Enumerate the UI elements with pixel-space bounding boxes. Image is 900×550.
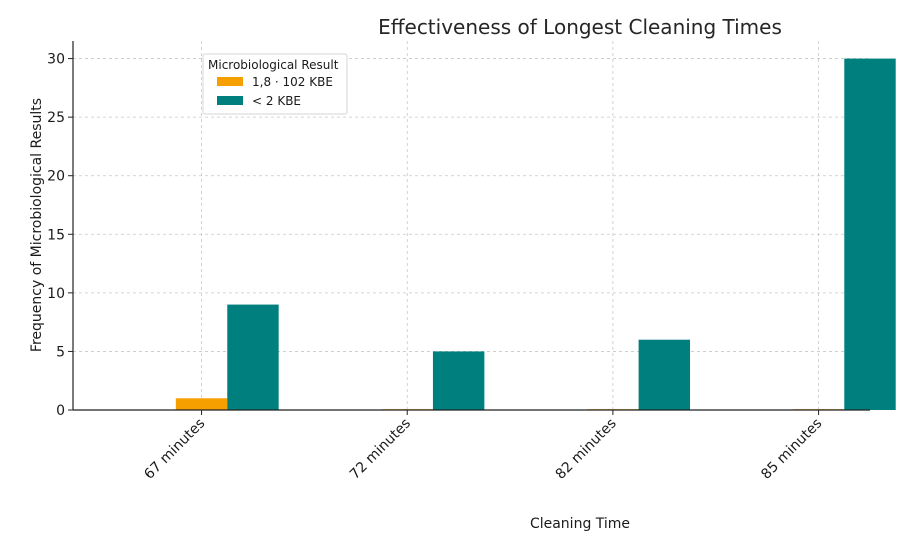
- y-tick-label: 20: [47, 169, 65, 185]
- x-tick-label: 82 minutes: [553, 416, 620, 483]
- y-tick-label: 15: [47, 227, 65, 243]
- bar-series-2: [844, 58, 896, 410]
- bar-series-2: [638, 339, 691, 410]
- x-tick-label: 67 minutes: [141, 416, 208, 483]
- bar-series-1: [175, 398, 228, 410]
- x-tick-label: 72 minutes: [347, 416, 414, 483]
- x-axis-title: Cleaning Time: [530, 516, 630, 532]
- chart-title: Effectiveness of Longest Cleaning Times: [378, 15, 782, 39]
- y-tick-label: 5: [56, 344, 65, 360]
- bar-layer: [175, 58, 896, 410]
- y-tick-label: 10: [47, 286, 65, 302]
- legend-swatch-series-2: [217, 96, 243, 105]
- y-tick-label: 25: [47, 110, 65, 126]
- legend-title: Microbiological Result: [208, 58, 339, 72]
- y-tick-label: 0: [56, 403, 65, 419]
- y-axis-title: Frequency of Microbiological Results: [29, 98, 45, 352]
- bar-series-2: [227, 304, 279, 410]
- legend: Microbiological Result 1,8 · 102 KBE < 2…: [202, 53, 348, 115]
- axis-layer: 0 5 10 15 20 25 30 67 minutes 72 minutes 82 minut…: [47, 41, 870, 483]
- legend-label-series-2: < 2 KBE: [252, 94, 301, 108]
- legend-swatch-series-1: [217, 77, 243, 86]
- x-tick-label: 85 minutes: [758, 416, 825, 483]
- legend-label-series-1: 1,8 · 102 KBE: [252, 75, 333, 89]
- y-tick-label: 30: [47, 52, 65, 68]
- bar-series-2: [432, 351, 485, 410]
